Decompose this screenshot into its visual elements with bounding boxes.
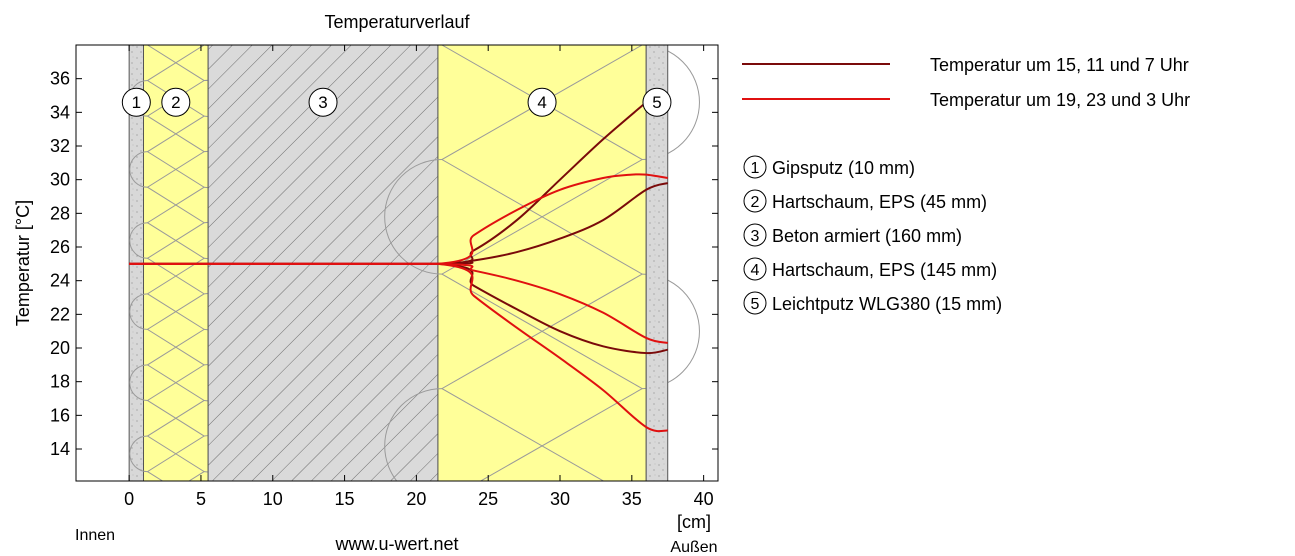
y-tick-label: 18 [50,372,70,392]
layer-legend-circle [743,257,767,281]
insulation-loop [384,159,442,275]
series-2 [129,173,668,433]
layer-badge-circle [308,87,338,117]
layer-badge-3: 3 [308,87,338,117]
layer-legend: 1 Gipsputz (10 mm) 2 Hartschaum, EPS (45 mm… [743,155,1002,315]
insulation-loop [129,435,148,473]
y-tick-label: 36 [50,69,70,89]
y-tick-label: 34 [50,102,70,122]
y-tick-label: 28 [50,203,70,223]
layer-badge-circle [121,87,151,117]
outside-label: Außen [670,539,717,556]
layer-badge-1: 1 [121,87,151,117]
y-tick-label: 16 [50,405,70,425]
y-tick-label: 26 [50,237,70,257]
layer-legend-name: Beton armiert (160 mm) [772,226,962,246]
y-tick-label: 30 [50,170,70,190]
x-tick-label: 40 [694,489,714,509]
layer-legend-circle [743,223,767,247]
layer-legend-number: 2 [751,194,760,211]
layer-legend-name: Leichtputz WLG380 (15 mm) [772,294,1002,314]
insulation-loop [129,364,148,401]
layer-badge-number: 3 [318,93,327,112]
x-tick-label: 0 [124,489,134,509]
legend-item-2: Temperatur um 19, 23 und 3 Uhr [742,90,1190,110]
layer-badge-circle [642,87,672,117]
layer-legend-name: Hartschaum, EPS (145 mm) [772,260,997,280]
y-tick-label: 20 [50,338,70,358]
layer-badge-2: 2 [161,87,191,117]
layer-legend-circle [743,155,767,179]
y-axis-label: Temperatur [°C] [13,200,33,326]
series-2-curve-2 [129,262,668,344]
layer-legend-number: 1 [751,160,760,177]
layer-5 [645,45,669,481]
layer-badge-number: 5 [652,93,661,112]
layer-legend-circle [743,189,767,213]
layer-legend-item-3: 3 Beton armiert (160 mm) [743,223,962,247]
x-tick-label: 25 [478,489,498,509]
x-tick-label: 20 [406,489,426,509]
y-tick-label: 14 [50,439,70,459]
series-1-curve-3 [129,262,668,355]
y-tick-label: 24 [50,271,70,291]
series-1 [129,101,669,355]
insulation-loop [129,222,148,259]
x-tick-label: 30 [550,489,570,509]
layer-badge-5: 5 [642,87,672,117]
series-1-curve-1 [129,101,647,265]
series-1-curve-2 [129,182,669,265]
layer-legend-number: 3 [751,228,760,245]
layer-legend-item-2: 2 Hartschaum, EPS (45 mm) [743,189,987,213]
insulation-loop [129,293,148,330]
layer-badge-number: 4 [537,93,546,112]
x-tick-label: 5 [196,489,206,509]
source-text: www.u-wert.net [334,534,458,554]
layer-badge-circle [527,87,557,117]
temperature-curves [129,101,669,433]
layer-legend-name: Hartschaum, EPS (45 mm) [772,192,987,212]
y-tick-label: 32 [50,136,70,156]
layer-badge-circle [161,87,191,117]
plot-frame [75,44,719,482]
x-axis-unit: [cm] [677,512,711,532]
x-axis: 0 5 10 15 20 25 30 35 40 [124,45,714,509]
chart-title: Temperaturverlauf [324,12,470,32]
layer-legend-item-4: 4 Hartschaum, EPS (145 mm) [743,257,997,281]
x-tick-label: 10 [263,489,283,509]
layer-legend-number: 4 [751,262,760,279]
legend-item-1: Temperatur um 15, 11 und 7 Uhr [742,55,1189,75]
legend-label: Temperatur um 19, 23 und 3 Uhr [930,90,1190,110]
legend: Temperatur um 15, 11 und 7 Uhr Temperatur… [742,55,1190,110]
x-tick-label: 35 [622,489,642,509]
insulation-loop [129,151,148,188]
series-2-curve-3 [129,262,668,433]
layer-legend-item-1: 1 Gipsputz (10 mm) [743,155,915,179]
insulation-loop [384,388,442,481]
layer-number-badges: 1 2 3 4 5 [121,87,672,117]
insulation-zigzag [440,45,644,481]
layer-5-fill [645,45,669,481]
legend-label: Temperatur um 15, 11 und 7 Uhr [930,55,1189,75]
series-2-curve-1 [129,173,668,265]
layer-legend-name: Gipsputz (10 mm) [772,158,915,178]
layer-legend-number: 5 [751,296,760,313]
layer-legend-circle [743,291,767,315]
layer-badge-number: 1 [132,93,141,112]
layer-legend-item-5: 5 Leichtputz WLG380 (15 mm) [743,291,1002,315]
inside-label: Innen [75,527,115,544]
wall-layers [128,45,700,481]
layer-badge-4: 4 [527,87,557,117]
insulation-zigzag [146,45,206,481]
y-tick-label: 22 [50,304,70,324]
layer-badge-number: 2 [171,93,180,112]
x-tick-label: 15 [335,489,355,509]
